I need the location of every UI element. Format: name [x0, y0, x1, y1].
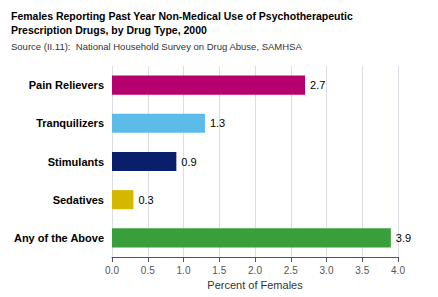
svg-text:2.0: 2.0 [248, 265, 262, 276]
svg-text:0.9: 0.9 [181, 156, 196, 168]
svg-text:Sedatives: Sedatives [53, 194, 104, 206]
svg-text:Prescription Drugs, by Drug Ty: Prescription Drugs, by Drug Type, 2000 [11, 24, 207, 36]
svg-text:Stimulants: Stimulants [48, 156, 104, 168]
svg-text:Females Reporting Past Year No: Females Reporting Past Year Non-Medical … [11, 10, 353, 22]
svg-text:1.3: 1.3 [210, 117, 225, 129]
svg-text:3.0: 3.0 [320, 265, 334, 276]
svg-text:3.9: 3.9 [396, 232, 411, 244]
svg-text:2.7: 2.7 [310, 79, 325, 91]
svg-text:Tranquilizers: Tranquilizers [36, 117, 104, 129]
svg-text:1.0: 1.0 [177, 265, 191, 276]
svg-text:Any of the Above: Any of the Above [14, 232, 104, 244]
svg-text:Pain Relievers: Pain Relievers [29, 79, 104, 91]
svg-text:3.5: 3.5 [355, 265, 369, 276]
svg-text:Percent of Females: Percent of Females [207, 279, 303, 291]
svg-text:2.5: 2.5 [284, 265, 298, 276]
svg-text:0.0: 0.0 [105, 265, 119, 276]
svg-text:4.0: 4.0 [391, 265, 405, 276]
svg-text:Source (II.11): National Hous: Source (II.11): National Household Surve… [11, 41, 302, 52]
svg-text:1.5: 1.5 [212, 265, 226, 276]
svg-text:0.3: 0.3 [138, 194, 153, 206]
svg-text:0.5: 0.5 [141, 265, 155, 276]
